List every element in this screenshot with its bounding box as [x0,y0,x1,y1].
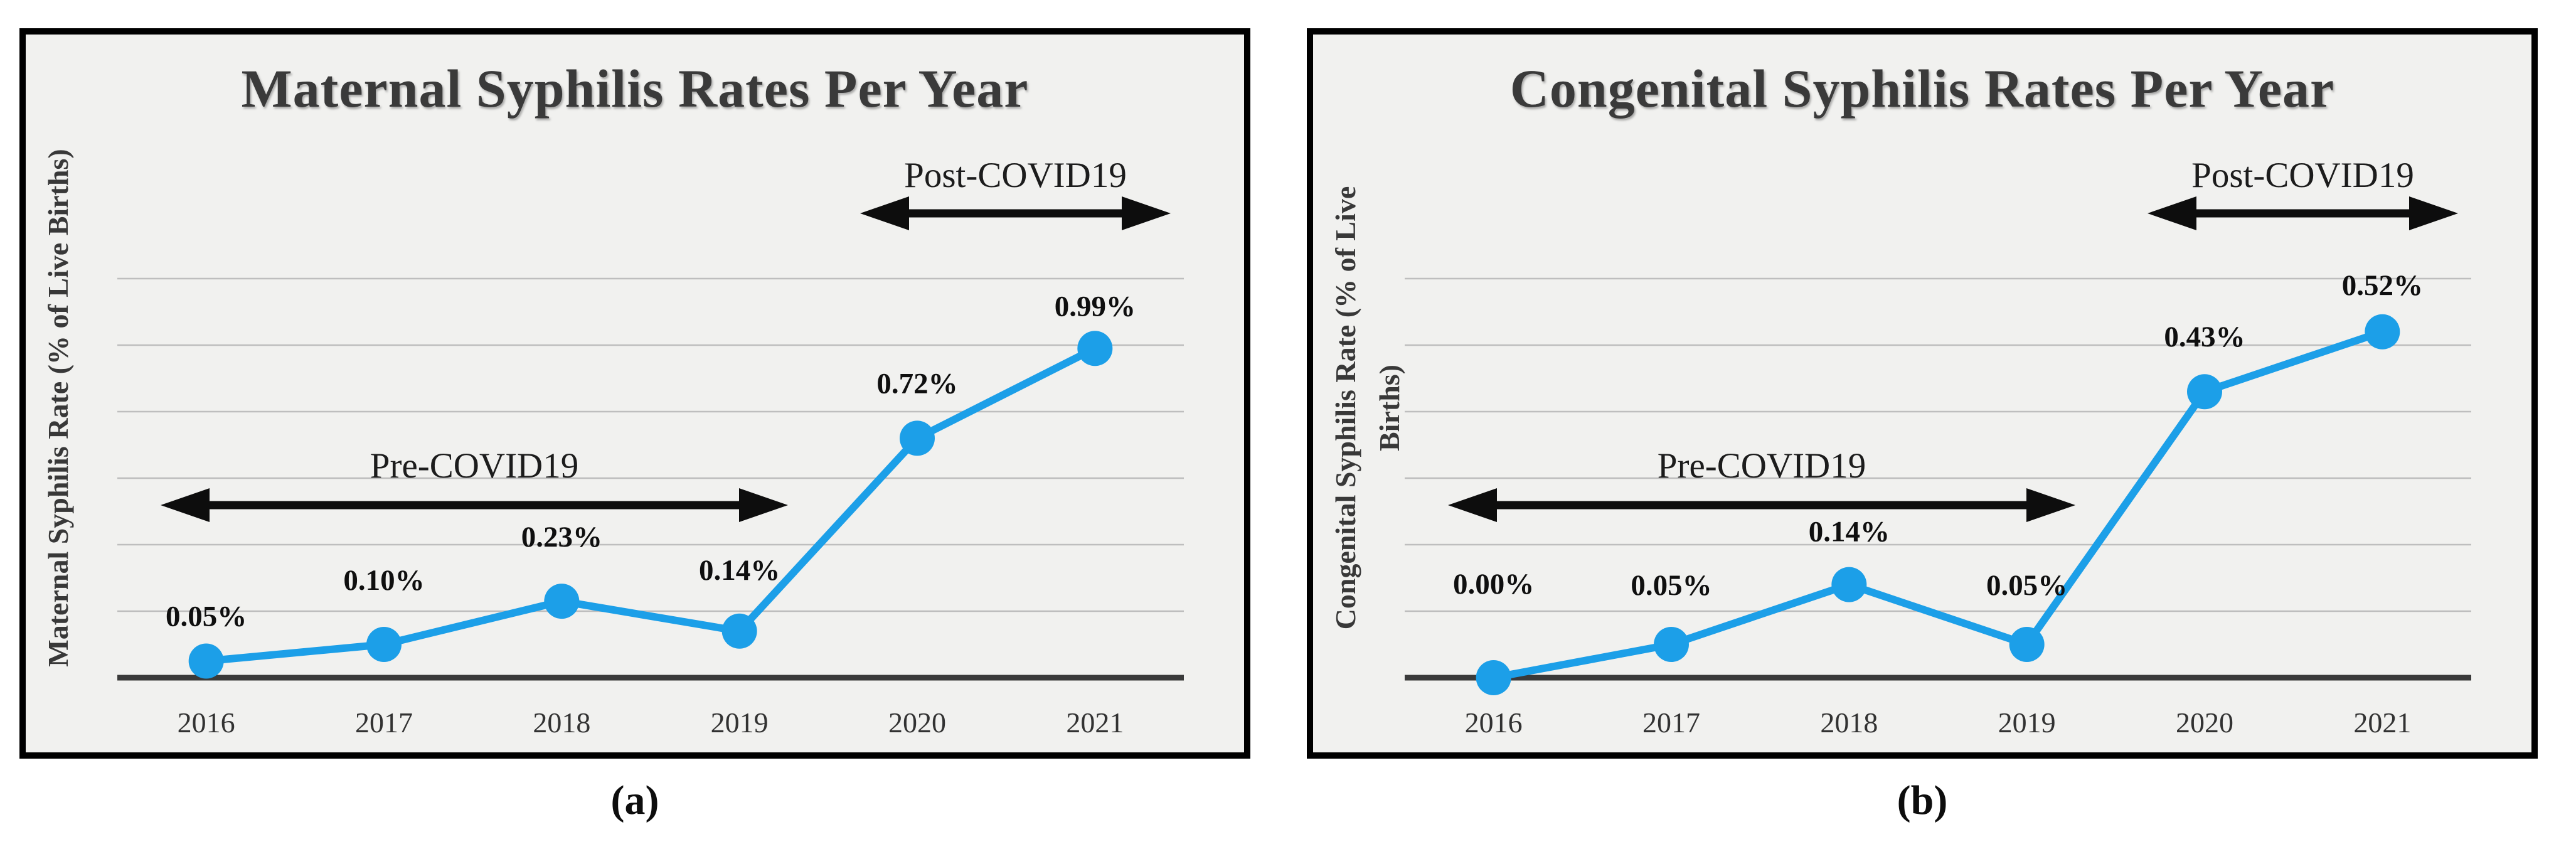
arrow-head-left-icon [860,196,909,230]
x-axis-tick-label: 2020 [2176,707,2233,739]
data-point-label: 0.05% [166,601,247,633]
x-axis-tick-label: 2017 [1642,707,1700,739]
x-axis-tick-label: 2016 [1465,707,1523,739]
arrow-head-left-icon [1448,488,1497,522]
x-axis-tick-label: 2016 [178,707,235,739]
data-point-marker [2365,314,2400,350]
subfigure-caption-b: (b) [1897,777,1948,823]
arrow-head-right-icon [2026,488,2075,522]
chart-panel-b: Congenital Syphilis Rates Per Year Conge… [1307,28,2538,759]
data-point-label: 0.10% [343,564,424,597]
chart-title: Maternal Syphilis Rates Per Year [241,58,1029,119]
data-point-marker [1077,331,1113,366]
chart-title: Congenital Syphilis Rates Per Year [1509,58,2335,119]
arrow-head-left-icon [161,488,210,522]
arrow-head-left-icon [2148,196,2196,230]
annotation-text: Pre-COVID19 [1658,446,1866,486]
x-axis-tick-label: 2018 [533,707,590,739]
data-point-marker [1831,567,1867,602]
pre-covid-annotation: Pre-COVID19 [1448,446,2075,522]
data-point-label: 0.43% [2164,321,2245,353]
data-point-marker [900,420,935,456]
x-axis-tick-label: 2018 [1820,707,1878,739]
x-axis-tick-label: 2019 [711,707,769,739]
data-point-label: 0.52% [2342,269,2423,302]
annotation-text: Post-COVID19 [904,156,1127,195]
post-covid-annotation: Post-COVID19 [860,156,1171,230]
data-point-label: 0.05% [1986,569,2067,602]
series-line [202,344,1099,665]
data-point-label: 0.14% [1809,516,1890,548]
x-axis-tick-label: 2019 [1998,707,2056,739]
annotation-text: Pre-COVID19 [370,446,578,486]
data-point-marker [2009,627,2045,662]
line-chart: 0.05% 2016 0.10% 2017 0.23% 2018 0.14% 2019 0.72… [117,156,1184,739]
post-covid-annotation: Post-COVID19 [2148,156,2458,230]
x-axis-tick-label: 2021 [1066,707,1124,739]
x-axis-tick-label: 2021 [2353,707,2411,739]
arrow-head-right-icon [2409,196,2458,230]
data-point-marker [544,584,580,619]
data-point-label: 0.00% [1453,568,1534,601]
pre-covid-annotation: Pre-COVID19 [161,446,788,522]
data-point-marker [2187,374,2222,410]
data-point-label: 0.99% [1055,290,1136,323]
line-chart: 0.00% 2016 0.05% 2017 0.14% 2018 0.05% 2019 0.43… [1405,156,2471,739]
data-point-marker [1476,660,1511,695]
series-line [1489,328,2387,681]
data-point-label: 0.05% [1631,569,1711,602]
data-point-marker [721,613,757,649]
x-axis-tick-label: 2017 [355,707,413,739]
subfigure-caption-a: (a) [610,777,659,823]
x-axis-tick-label: 2020 [888,707,946,739]
data-point-label: 0.23% [521,521,602,553]
x-axis-line [117,675,1184,681]
annotation-text: Post-COVID19 [2191,156,2414,195]
arrow-head-right-icon [1122,196,1171,230]
data-point-marker [366,627,402,662]
x-axis-line [1405,675,2471,681]
data-point-marker [188,643,224,679]
data-point-label: 0.14% [699,554,780,587]
data-point-marker [1654,627,1689,662]
chart-panel-a: Maternal Syphilis Rates Per Year Materna… [19,28,1250,759]
arrow-head-right-icon [739,488,788,522]
data-point-label: 0.72% [876,367,957,400]
